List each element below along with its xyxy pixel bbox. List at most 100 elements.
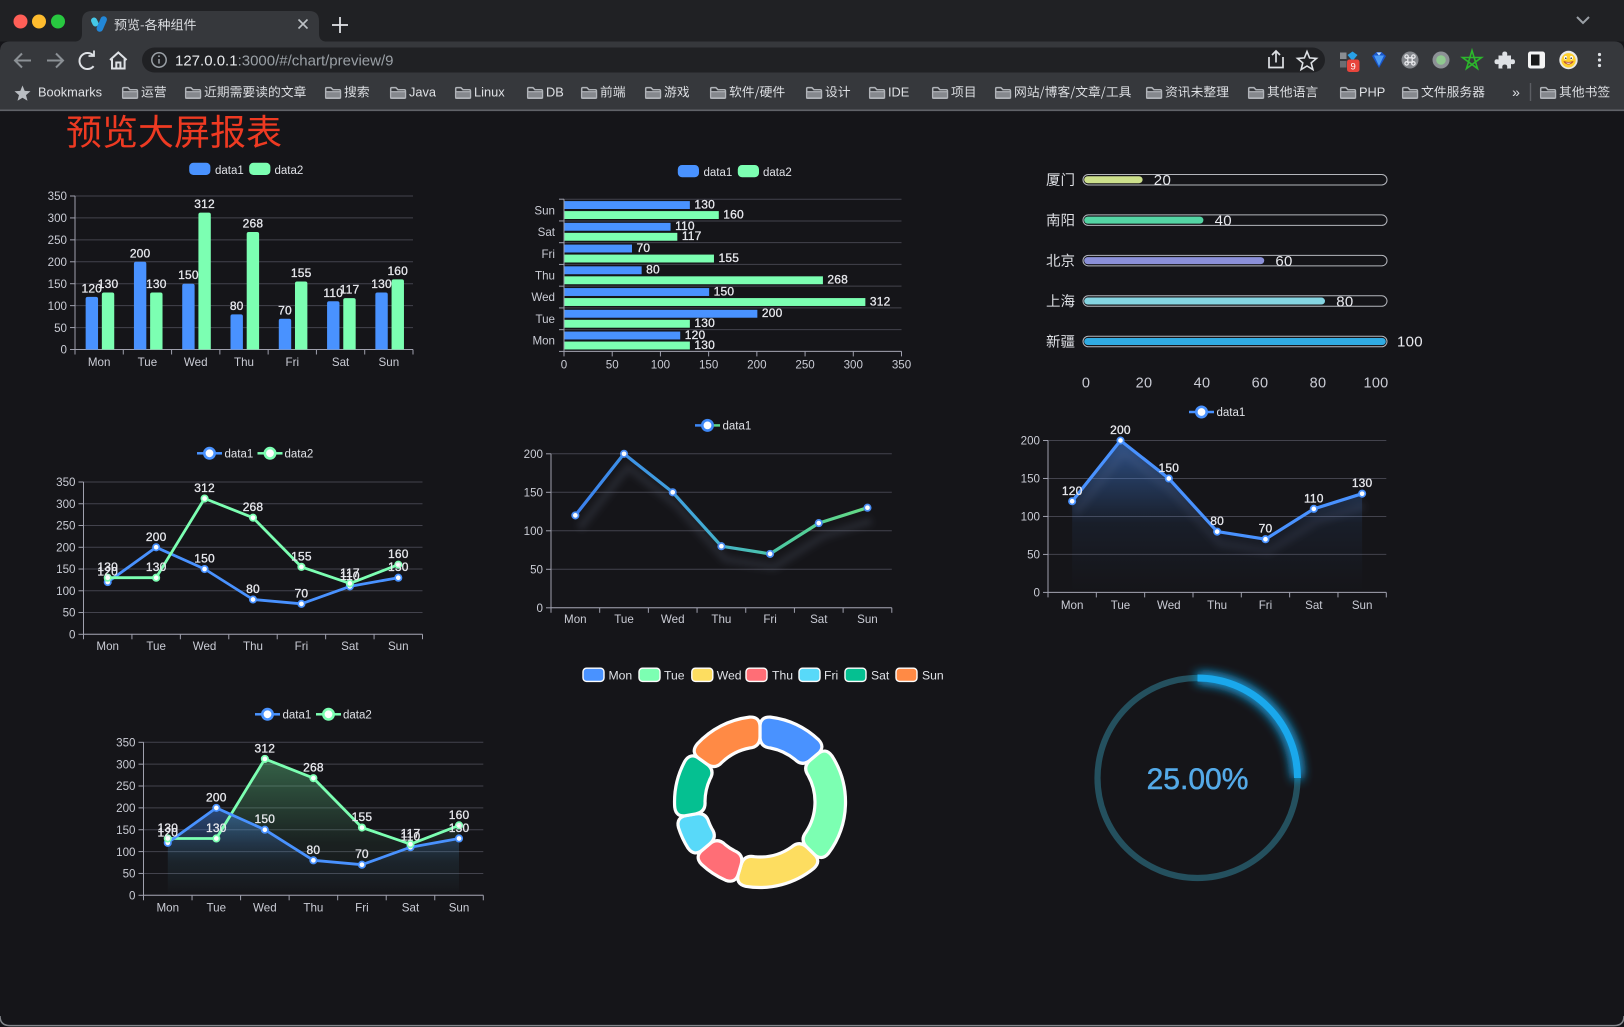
svg-text:110: 110 (401, 830, 421, 844)
svg-text:Fri: Fri (824, 668, 838, 682)
svg-text:130: 130 (371, 277, 392, 291)
svg-text:Thu: Thu (1207, 599, 1227, 612)
svg-text:120: 120 (157, 825, 178, 839)
svg-text:150: 150 (524, 487, 543, 500)
svg-text:160: 160 (449, 808, 470, 822)
svg-text:350: 350 (892, 358, 911, 371)
svg-text:Sun: Sun (857, 613, 878, 626)
svg-text:130: 130 (449, 821, 470, 835)
svg-text:80: 80 (646, 263, 660, 277)
svg-text:110: 110 (323, 286, 343, 300)
svg-text:Tue: Tue (535, 313, 555, 326)
svg-text:312: 312 (255, 741, 276, 755)
svg-text:data1: data1 (723, 421, 752, 433)
svg-text:200: 200 (762, 306, 783, 320)
svg-text:110: 110 (675, 219, 695, 233)
svg-text:0: 0 (561, 358, 567, 371)
svg-text:IDE: IDE (888, 85, 909, 100)
svg-text:Tue: Tue (138, 356, 158, 369)
svg-text:312: 312 (194, 481, 215, 495)
svg-text:Thu: Thu (234, 356, 254, 369)
svg-text:70: 70 (278, 303, 292, 317)
svg-text:0: 0 (1034, 587, 1040, 600)
svg-text:200: 200 (206, 790, 227, 804)
svg-text:Sun: Sun (534, 204, 555, 217)
svg-text:120: 120 (685, 328, 706, 342)
svg-text:data1: data1 (1217, 407, 1246, 419)
svg-text:120: 120 (82, 281, 103, 295)
svg-text:Mon: Mon (609, 668, 633, 682)
svg-text:Wed: Wed (193, 640, 217, 653)
svg-text:200: 200 (130, 246, 151, 260)
svg-text:150: 150 (56, 563, 75, 576)
svg-text:150: 150 (1159, 461, 1180, 475)
svg-text:120: 120 (1062, 484, 1083, 498)
svg-text:0: 0 (1082, 376, 1090, 392)
svg-text:Tue: Tue (146, 640, 166, 653)
svg-text:Tue: Tue (207, 901, 227, 914)
svg-text:0: 0 (69, 629, 75, 642)
svg-text:130: 130 (97, 560, 118, 574)
svg-text:250: 250 (116, 780, 135, 793)
svg-text:130: 130 (206, 821, 227, 835)
svg-text:200: 200 (524, 448, 543, 461)
svg-text:data2: data2 (343, 709, 372, 721)
svg-text:Tue: Tue (614, 613, 634, 626)
svg-text:Wed: Wed (531, 291, 555, 304)
svg-text:data2: data2 (285, 448, 314, 460)
svg-text:Wed: Wed (184, 356, 208, 369)
svg-text:Thu: Thu (535, 270, 555, 283)
svg-text:70: 70 (1259, 522, 1273, 536)
svg-text:110: 110 (1304, 491, 1324, 505)
svg-text:150: 150 (1021, 473, 1040, 486)
svg-text:60: 60 (1252, 376, 1269, 392)
svg-text:200: 200 (146, 530, 167, 544)
svg-text:100: 100 (116, 846, 135, 859)
svg-text:70: 70 (637, 241, 651, 255)
svg-text:300: 300 (844, 358, 863, 371)
svg-text:100: 100 (651, 358, 670, 371)
svg-text:155: 155 (352, 810, 373, 824)
svg-text:data2: data2 (763, 167, 792, 179)
svg-text:Fri: Fri (763, 613, 777, 626)
svg-text:117: 117 (682, 229, 702, 243)
svg-text:120: 120 (97, 565, 118, 579)
svg-text:Sat: Sat (810, 613, 828, 626)
svg-text:200: 200 (48, 256, 67, 269)
svg-text:200: 200 (747, 358, 766, 371)
svg-text:Wed: Wed (1157, 599, 1181, 612)
svg-text:20: 20 (1136, 376, 1153, 392)
svg-text:data1: data1 (215, 165, 244, 177)
svg-text:268: 268 (243, 500, 264, 514)
svg-text:60: 60 (1275, 253, 1292, 270)
svg-text:312: 312 (870, 294, 891, 308)
svg-text:Wed: Wed (717, 668, 742, 682)
svg-text:Sat: Sat (1305, 599, 1323, 612)
svg-text:155: 155 (718, 251, 739, 265)
svg-text:160: 160 (723, 207, 744, 221)
svg-text:200: 200 (116, 802, 135, 815)
svg-text:Fri: Fri (355, 901, 369, 914)
svg-text:100: 100 (524, 525, 543, 538)
svg-text:250: 250 (795, 358, 814, 371)
svg-text:80: 80 (1336, 293, 1353, 310)
svg-text:25.00%: 25.00% (1147, 763, 1249, 796)
svg-text:Java: Java (409, 85, 437, 100)
svg-text:300: 300 (48, 212, 67, 225)
svg-text:110: 110 (340, 569, 360, 583)
svg-text:data2: data2 (275, 165, 304, 177)
svg-text:350: 350 (48, 190, 67, 203)
svg-text:Sun: Sun (379, 356, 400, 369)
svg-text:100: 100 (1363, 376, 1388, 392)
svg-text:80: 80 (1210, 514, 1224, 528)
svg-text:160: 160 (387, 264, 408, 278)
svg-text:80: 80 (246, 582, 260, 596)
svg-text:»: » (1512, 84, 1520, 100)
svg-text:Sun: Sun (922, 668, 944, 682)
svg-text:127.0.0.1:3000/#/chart/preview: 127.0.0.1:3000/#/chart/preview/9 (175, 53, 394, 70)
svg-text:155: 155 (291, 266, 312, 280)
svg-text:300: 300 (116, 758, 135, 771)
svg-text:130: 130 (98, 277, 119, 291)
svg-text:200: 200 (1021, 435, 1040, 448)
svg-text:data1: data1 (283, 709, 312, 721)
